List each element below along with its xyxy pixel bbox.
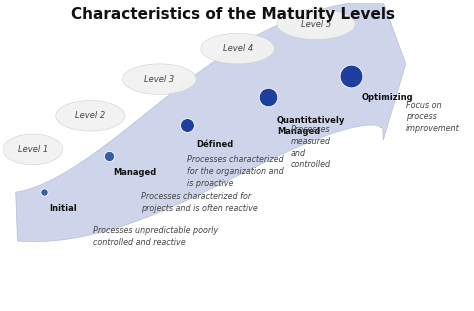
Text: Focus on
process
improvement: Focus on process improvement (406, 100, 460, 133)
Text: Initial: Initial (49, 204, 77, 213)
Text: Processes unpredictable poorly
controlled and reactive: Processes unpredictable poorly controlle… (92, 226, 218, 247)
Text: Level 4: Level 4 (223, 44, 253, 53)
Text: Level 5: Level 5 (301, 20, 331, 29)
Text: Level 1: Level 1 (18, 145, 48, 154)
Polygon shape (16, 0, 406, 242)
Text: Défined: Défined (196, 140, 234, 149)
Ellipse shape (277, 9, 355, 39)
Point (105, 153, 112, 158)
Ellipse shape (123, 64, 196, 95)
Ellipse shape (3, 134, 63, 165)
Text: Processes
measured
and
controlled: Processes measured and controlled (291, 125, 331, 169)
Point (264, 95, 272, 100)
Text: Managed: Managed (113, 168, 156, 177)
Ellipse shape (56, 100, 125, 131)
Point (40, 190, 48, 195)
Text: Optimizing: Optimizing (362, 93, 414, 102)
Point (347, 74, 355, 79)
Text: Processes characterized for
projects and is often reactive: Processes characterized for projects and… (141, 192, 258, 213)
Text: Level 3: Level 3 (144, 75, 174, 84)
Text: Level 2: Level 2 (75, 111, 105, 120)
Point (183, 123, 191, 128)
Ellipse shape (201, 33, 274, 64)
Text: Characteristics of the Maturity Levels: Characteristics of the Maturity Levels (71, 7, 395, 22)
Text: Processes characterized
for the organization and
is proactive: Processes characterized for the organiza… (187, 156, 284, 188)
Text: Quantitatively
Managed: Quantitatively Managed (277, 116, 345, 136)
